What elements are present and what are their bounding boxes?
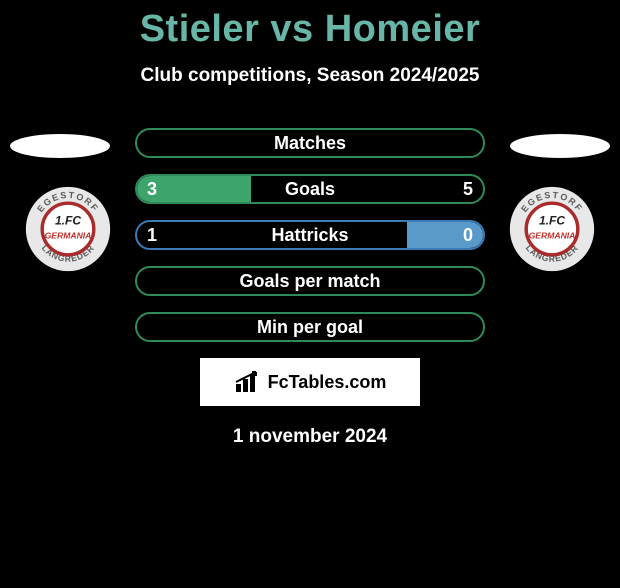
- stat-label: Goals per match: [239, 271, 380, 292]
- page-subtitle: Club competitions, Season 2024/2025: [0, 65, 620, 87]
- brand-text: FcTables.com: [268, 372, 387, 393]
- stat-label: Hattricks: [271, 225, 348, 246]
- page-title: Stieler vs Homeier: [0, 8, 620, 51]
- stat-value-right: 5: [463, 179, 473, 200]
- stat-value-right: 0: [463, 225, 473, 246]
- stat-label: Matches: [274, 133, 346, 154]
- stat-label: Min per goal: [257, 317, 363, 338]
- stat-row: Min per goal: [135, 312, 485, 342]
- date-line: 1 november 2024: [0, 426, 620, 448]
- stat-value-left: 1: [147, 225, 157, 246]
- stat-value-left: 3: [147, 179, 157, 200]
- stat-row: 3 5 Goals: [135, 174, 485, 204]
- stat-rows: Matches 3 5 Goals 1 0 Hattricks Goals per match…: [135, 128, 485, 342]
- brand-box: FcTables.com: [200, 358, 420, 406]
- stat-label: Goals: [285, 179, 335, 200]
- stat-row: Matches: [135, 128, 485, 158]
- bar-chart-icon: [234, 370, 262, 394]
- stat-row: 1 0 Hattricks: [135, 220, 485, 250]
- stat-row: Goals per match: [135, 266, 485, 296]
